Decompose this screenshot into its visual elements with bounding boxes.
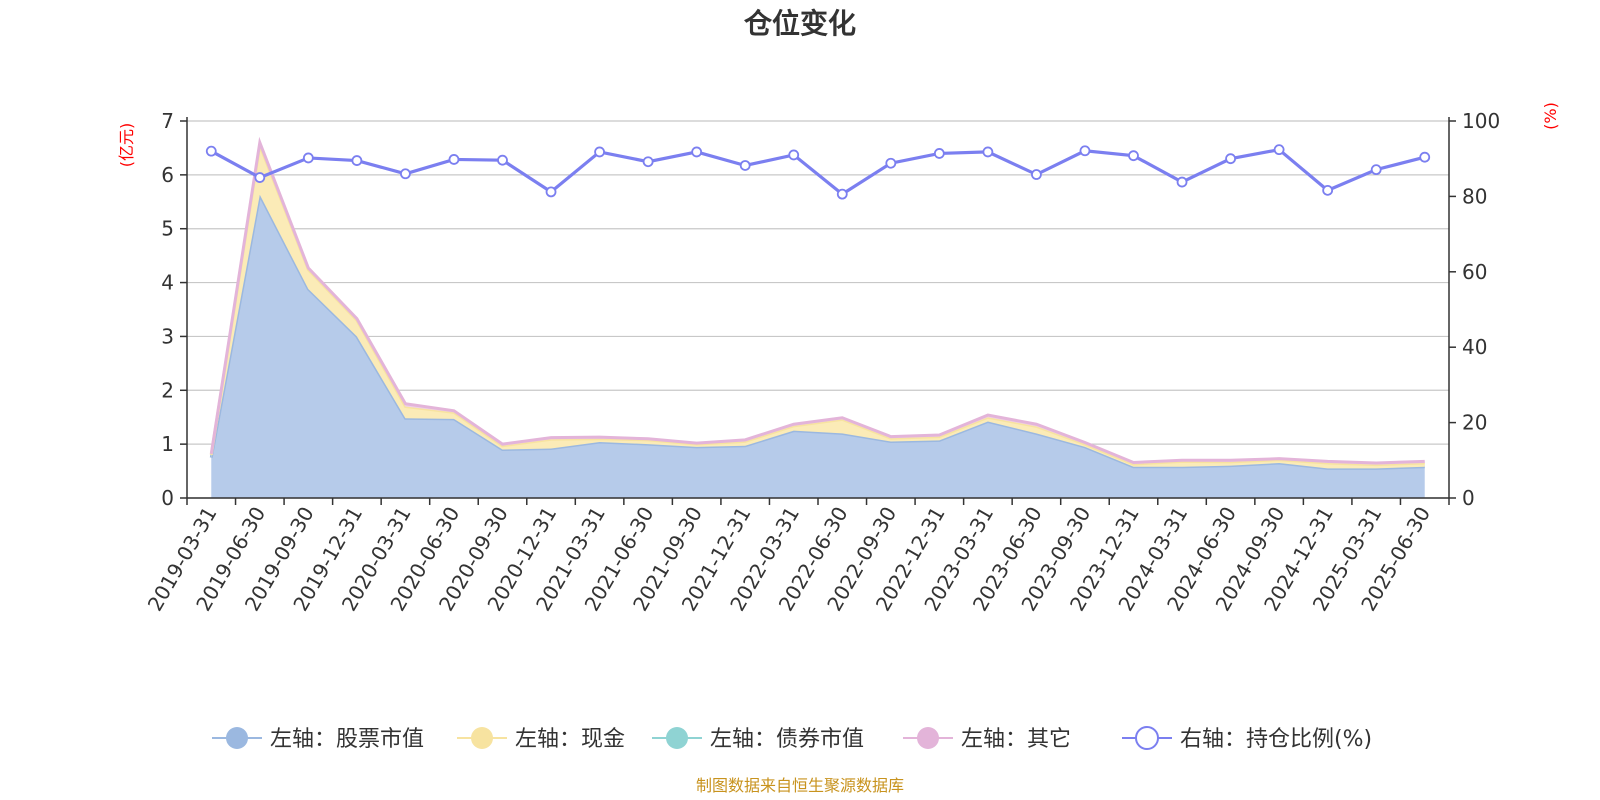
stacked-areas: [209, 136, 1425, 498]
ratio-point: [400, 168, 411, 180]
legend-label: 左轴：其它: [961, 727, 1071, 752]
ratio-point: [205, 145, 217, 157]
ratio-point: [497, 154, 508, 166]
ratio-point: [448, 154, 460, 165]
ratio-point: [545, 186, 557, 198]
right-tick-label: 100: [1462, 109, 1500, 133]
ratio-point: [933, 148, 945, 159]
left-axis-unit: (亿元): [117, 123, 136, 168]
legend-swatch-marker: [471, 727, 493, 749]
ratio-point: [594, 146, 605, 158]
right-tick-label: 20: [1462, 411, 1487, 435]
ratio-point: [1225, 153, 1236, 165]
legend-swatch-marker: [666, 727, 688, 749]
left-tick-label: 3: [161, 324, 174, 348]
right-tick-label: 40: [1462, 335, 1487, 359]
right-tick-label: 0: [1462, 486, 1475, 510]
legend-label: 右轴：持仓比例(%): [1180, 727, 1372, 752]
legend-swatch-marker: [1135, 726, 1159, 750]
ratio-point: [302, 152, 314, 164]
left-tick-label: 4: [161, 271, 174, 295]
ratio-point: [691, 146, 703, 158]
right-tick-label: 80: [1462, 184, 1487, 208]
ratio-point: [1031, 169, 1042, 180]
left-tick-label: 0: [161, 486, 174, 510]
ratio-point: [1176, 176, 1188, 188]
ratio-point: [1273, 144, 1285, 156]
ratio-point: [254, 172, 266, 183]
ratio-point: [1419, 151, 1431, 163]
legend-swatch-marker: [226, 727, 248, 749]
ratio-point: [739, 160, 751, 171]
ratio-point: [1370, 164, 1382, 176]
ratio-point: [1322, 184, 1334, 196]
source-note: 制图数据来自恒生聚源数据库: [696, 776, 904, 795]
ratio-point: [885, 157, 897, 169]
chart-title: 仓位变化: [744, 7, 856, 40]
left-tick-label: 1: [161, 432, 174, 456]
legend-label: 左轴：现金: [515, 727, 625, 752]
area-edge-1: [209, 139, 1425, 467]
ratio-point: [642, 156, 654, 168]
ratio-series-line: [210, 147, 1426, 197]
legend-label: 左轴：债券市值: [710, 727, 864, 752]
right-tick-label: 60: [1462, 260, 1487, 284]
left-tick-label: 5: [161, 217, 174, 241]
left-tick-label: 2: [161, 378, 174, 402]
ratio-point: [1128, 150, 1139, 162]
left-tick-label: 7: [161, 109, 174, 133]
legend-label: 左轴：股票市值: [270, 727, 424, 752]
area-0: [211, 194, 1425, 498]
ratio-point: [788, 149, 800, 161]
ratio-line: [205, 144, 1431, 200]
right-axis-unit: (%): [1541, 102, 1560, 130]
legend-swatch-marker: [917, 727, 939, 749]
left-tick-label: 6: [161, 163, 174, 187]
ratio-point: [982, 146, 994, 158]
ratio-point: [351, 155, 363, 166]
legend: 左轴：股票市值 左轴：现金 左轴：债券市值 左轴：其它 右轴：持仓比例(%): [212, 726, 1372, 752]
area-edge-3: [209, 136, 1425, 465]
ratio-point: [836, 188, 848, 200]
ratio-point: [1079, 145, 1091, 157]
